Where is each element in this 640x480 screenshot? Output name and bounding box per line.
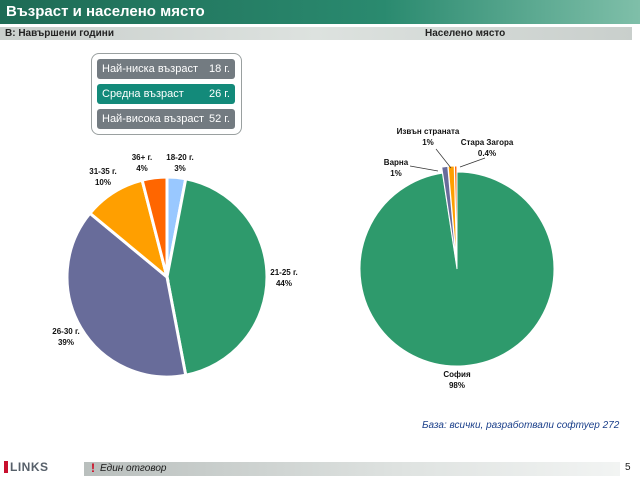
footer-bar: ! Един отговор — [84, 461, 620, 476]
subheader-bar: В: Навършени години Населено място — [0, 27, 632, 40]
pie-slice — [65, 211, 188, 379]
footer-text: Един отговор — [100, 463, 167, 474]
page-title: Възраст и населено място — [6, 3, 205, 20]
logo-mark — [4, 461, 8, 473]
avg-age-label: Средна възраст — [102, 88, 184, 100]
title-bar: Възраст и населено място — [0, 0, 640, 24]
pie-slice — [453, 165, 458, 264]
leader-line — [459, 157, 486, 168]
slice-label: Извън страната 1% — [397, 127, 460, 147]
links-logo: LINKS — [4, 458, 50, 476]
slice-label: Варна 1% — [384, 158, 409, 178]
question-label: В: Навършени години — [5, 28, 114, 39]
max-age-row: Най-висока възраст 52 г. — [97, 109, 235, 129]
leader-line — [409, 165, 439, 172]
settlement-label: Населено място — [425, 28, 506, 39]
slice-label: 36+ г. 4% — [132, 153, 153, 173]
max-age-label: Най-висока възраст — [102, 113, 204, 125]
base-note: База: всички, разработвали софтуер 272 — [422, 420, 620, 431]
slice-label: Стара Загора 0.4% — [461, 138, 514, 158]
min-age-label: Най-ниска възраст — [102, 63, 198, 75]
pie-slice — [165, 177, 269, 377]
age-summary-box: Най-ниска възраст 18 г. Средна възраст 2… — [91, 53, 242, 135]
leader-line — [435, 148, 452, 169]
logo-text: LINKS — [10, 460, 49, 474]
exclamation-icon: ! — [91, 461, 95, 475]
avg-age-value: 26 г. — [208, 88, 230, 100]
slice-label: 21-25 г. 44% — [270, 268, 297, 288]
pie-slice — [140, 175, 169, 278]
avg-age-row: Средна възраст 26 г. — [97, 84, 235, 104]
slice-label: 26-30 г. 39% — [52, 327, 79, 347]
page-number: 5 — [625, 462, 631, 473]
pie-slice — [359, 171, 555, 367]
min-age-row: Най-ниска възраст 18 г. — [97, 59, 235, 79]
max-age-value: 52 г. — [208, 113, 230, 125]
slice-label: София 98% — [443, 370, 471, 390]
slice-label: 18-20 г. 3% — [166, 153, 193, 173]
slice-label: 31-35 г. 10% — [89, 167, 116, 187]
min-age-value: 18 г. — [208, 63, 230, 75]
